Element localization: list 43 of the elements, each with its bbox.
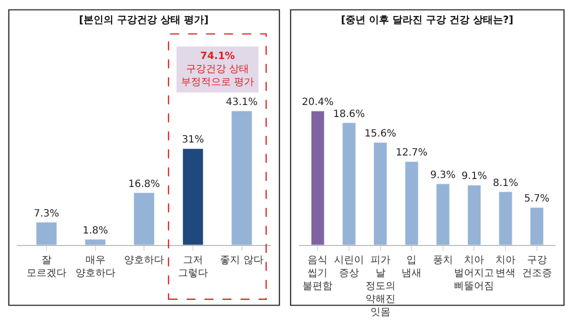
- data-label: 9.1%: [462, 171, 487, 182]
- bar: [404, 161, 418, 245]
- data-label: 43.1%: [226, 97, 258, 108]
- chart-title: [중년 이후 달라진 구강 건강 상태는?]: [341, 15, 514, 26]
- bar: [374, 142, 388, 245]
- x-tick-label: 치아 변색: [496, 255, 516, 279]
- x-tick-label: 음식 씹기 불편함: [302, 255, 333, 292]
- x-tick-label: 좋지 않다: [220, 255, 264, 266]
- data-label: 1.8%: [82, 225, 108, 236]
- x-tick-label: 시린이 증상: [334, 255, 364, 279]
- bar: [342, 122, 356, 245]
- data-label: 15.6%: [364, 128, 396, 140]
- data-label: 12.7%: [396, 148, 428, 159]
- bar: [467, 184, 482, 245]
- data-label: 8.1%: [492, 178, 518, 189]
- data-label: 31%: [182, 134, 204, 146]
- x-tick-label: 입 냄새: [402, 255, 422, 279]
- bar: [310, 110, 325, 245]
- bar: [36, 222, 57, 245]
- chart-title: [본인의 구강건강 상태 평가]: [79, 15, 209, 26]
- x-tick-label: 풍치: [432, 255, 453, 266]
- x-tick-label: 양호하다: [124, 255, 164, 266]
- data-label: 5.7%: [524, 194, 550, 205]
- bar: [498, 192, 512, 245]
- bar: [84, 239, 106, 245]
- bar: [231, 110, 252, 245]
- x-tick-label: 매우 양호하다: [75, 255, 116, 279]
- bar: [134, 192, 155, 245]
- text: 구강건강 상태 부정적으로 평가: [181, 64, 254, 88]
- bar: [436, 184, 450, 245]
- data-label: 20.4%: [302, 97, 334, 108]
- text: 74.1%: [200, 51, 235, 62]
- x-tick-label: 구강 건조증: [522, 255, 552, 279]
- data-label: 18.6%: [333, 108, 365, 120]
- x-tick-label: 그저 그렇다: [178, 255, 208, 279]
- data-label: 9.3%: [430, 170, 456, 181]
- x-tick-label: 치아 벌어지고 삐뚤어짐: [454, 255, 494, 292]
- bar: [530, 207, 544, 245]
- data-label: 16.8%: [128, 178, 160, 190]
- bar: [182, 148, 204, 245]
- x-tick-label: 잘 모르겠다: [26, 255, 66, 279]
- x-tick-label: 피가 날 정도의 약해진 잇몸: [365, 255, 396, 318]
- data-label: 7.3%: [34, 208, 60, 220]
